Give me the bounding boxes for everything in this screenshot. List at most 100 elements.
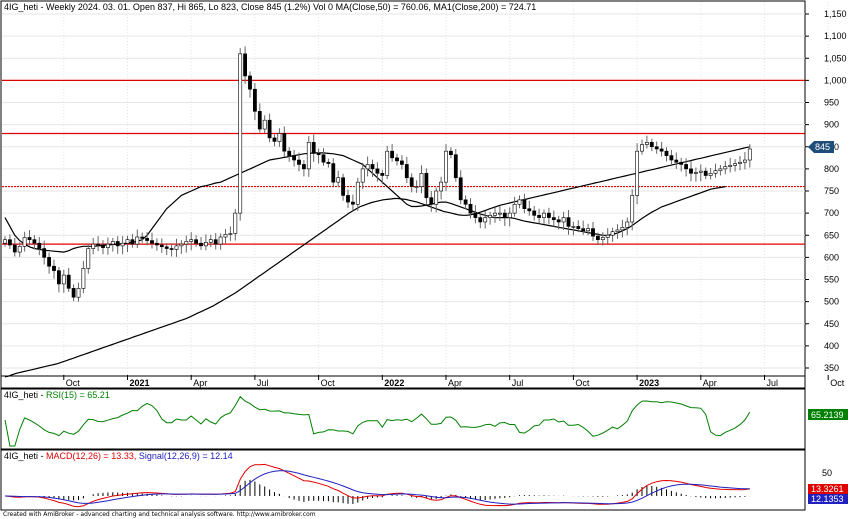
candle-body bbox=[238, 53, 243, 214]
candle-body bbox=[458, 177, 463, 201]
x-tick-label: Jul bbox=[257, 378, 269, 388]
candle-body bbox=[439, 181, 444, 192]
candle-body bbox=[321, 154, 326, 163]
candle-body bbox=[282, 133, 287, 152]
macd-panel-frame bbox=[0, 449, 806, 511]
candle-body bbox=[380, 173, 385, 176]
candle-body bbox=[150, 240, 154, 244]
candle-body bbox=[409, 177, 414, 187]
candle-body bbox=[581, 228, 586, 232]
candle-body bbox=[698, 170, 703, 173]
macd-axis-tick: 50 bbox=[822, 468, 832, 478]
ma50-path bbox=[4, 152, 726, 253]
price-candles bbox=[3, 46, 752, 302]
candle-body bbox=[47, 257, 52, 267]
candle-body bbox=[115, 241, 120, 247]
candle-body bbox=[684, 164, 689, 170]
candle-body bbox=[208, 239, 213, 243]
candle-body bbox=[326, 161, 331, 164]
candle-body bbox=[659, 148, 664, 152]
candle-body bbox=[664, 150, 669, 156]
candle-body bbox=[341, 177, 346, 196]
candle-body bbox=[277, 133, 282, 142]
candle-body bbox=[184, 241, 189, 245]
price-panel-title: 4IG_heti - Weekly 2024. 03. 01. Open 837… bbox=[4, 2, 536, 12]
candle-body bbox=[71, 288, 76, 298]
x-tick-label: Apr bbox=[448, 378, 462, 388]
candle-body bbox=[355, 181, 360, 205]
candle-body bbox=[483, 217, 488, 223]
candle-body bbox=[728, 165, 733, 167]
candle-body bbox=[615, 229, 620, 233]
candle-body bbox=[718, 168, 723, 171]
candle-body bbox=[130, 239, 135, 245]
y-tick-label: 1,000 bbox=[824, 75, 847, 85]
candle-body bbox=[331, 163, 336, 183]
candle-body bbox=[155, 242, 159, 246]
candle-body bbox=[218, 236, 223, 245]
candle-body bbox=[179, 243, 184, 247]
candle-body bbox=[693, 172, 698, 174]
candle-body bbox=[243, 53, 248, 77]
candle-body bbox=[101, 244, 105, 248]
y-tick-label: 1,150 bbox=[824, 9, 847, 19]
y-tick-label: 400 bbox=[824, 341, 839, 351]
last-price-marker bbox=[808, 141, 834, 153]
x-tick-label: Oct bbox=[66, 378, 81, 388]
signal-value-marker bbox=[808, 494, 848, 504]
candle-body bbox=[365, 164, 370, 170]
candle-body bbox=[17, 246, 22, 253]
candle-body bbox=[22, 237, 27, 247]
candle-body bbox=[654, 146, 659, 150]
candle-body bbox=[12, 244, 17, 253]
candle-body bbox=[512, 203, 517, 214]
candle-body bbox=[630, 195, 635, 223]
candle-body bbox=[199, 242, 203, 247]
candle-body bbox=[223, 234, 228, 238]
candle-body bbox=[262, 119, 267, 130]
candle-body bbox=[169, 248, 174, 250]
candle-body bbox=[306, 142, 311, 170]
rsi-path bbox=[4, 395, 751, 447]
candle-body bbox=[747, 148, 752, 161]
candle-body bbox=[316, 153, 321, 156]
candle-body bbox=[522, 199, 527, 210]
macd-value-marker bbox=[808, 484, 848, 494]
candle-body bbox=[42, 248, 47, 258]
macd-value-label: 13.3261 bbox=[811, 484, 844, 494]
x-tick-label: Jul bbox=[512, 378, 524, 388]
candle-body bbox=[537, 215, 542, 218]
candle-body bbox=[375, 168, 380, 174]
candle-body bbox=[228, 233, 233, 235]
candle-body bbox=[610, 231, 615, 236]
candle-body bbox=[311, 142, 316, 154]
rsi-panel-title: 4IG_heti - RSI(15) = 65.21 bbox=[4, 390, 110, 400]
candle-body bbox=[419, 173, 424, 187]
rsi-value-marker bbox=[808, 409, 848, 420]
candle-body bbox=[76, 288, 81, 298]
candle-body bbox=[189, 239, 194, 242]
candle-body bbox=[174, 245, 179, 250]
candle-body bbox=[164, 246, 169, 249]
y-tick-label: 550 bbox=[824, 275, 839, 285]
rsi-panel-frame bbox=[0, 388, 806, 450]
candle-body bbox=[669, 155, 674, 161]
candle-body bbox=[488, 215, 493, 218]
candle-body bbox=[679, 161, 684, 165]
candle-body bbox=[287, 150, 292, 156]
candle-body bbox=[390, 150, 395, 159]
ma200-line bbox=[4, 146, 750, 378]
candle-body bbox=[145, 238, 150, 241]
ma200-path bbox=[4, 146, 750, 378]
candle-body bbox=[605, 234, 610, 238]
candle-body bbox=[292, 155, 297, 161]
candle-body bbox=[233, 212, 238, 234]
rsi-value-label: 65.2139 bbox=[811, 410, 844, 420]
candle-body bbox=[566, 217, 571, 227]
candle-body bbox=[556, 219, 561, 223]
last-price-label: 845 bbox=[815, 142, 830, 152]
candle-body bbox=[738, 161, 742, 164]
price-panel-frame bbox=[0, 0, 806, 389]
candle-body bbox=[56, 270, 61, 285]
